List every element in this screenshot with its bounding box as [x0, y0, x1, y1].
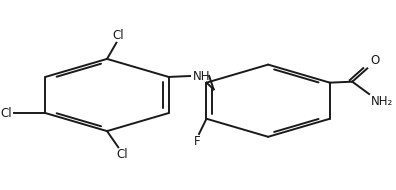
Text: NH₂: NH₂ [371, 95, 393, 108]
Text: NH: NH [193, 70, 211, 82]
Text: F: F [194, 135, 200, 148]
Text: Cl: Cl [112, 29, 124, 42]
Text: Cl: Cl [116, 148, 128, 161]
Text: Cl: Cl [0, 107, 11, 120]
Text: O: O [370, 54, 379, 67]
